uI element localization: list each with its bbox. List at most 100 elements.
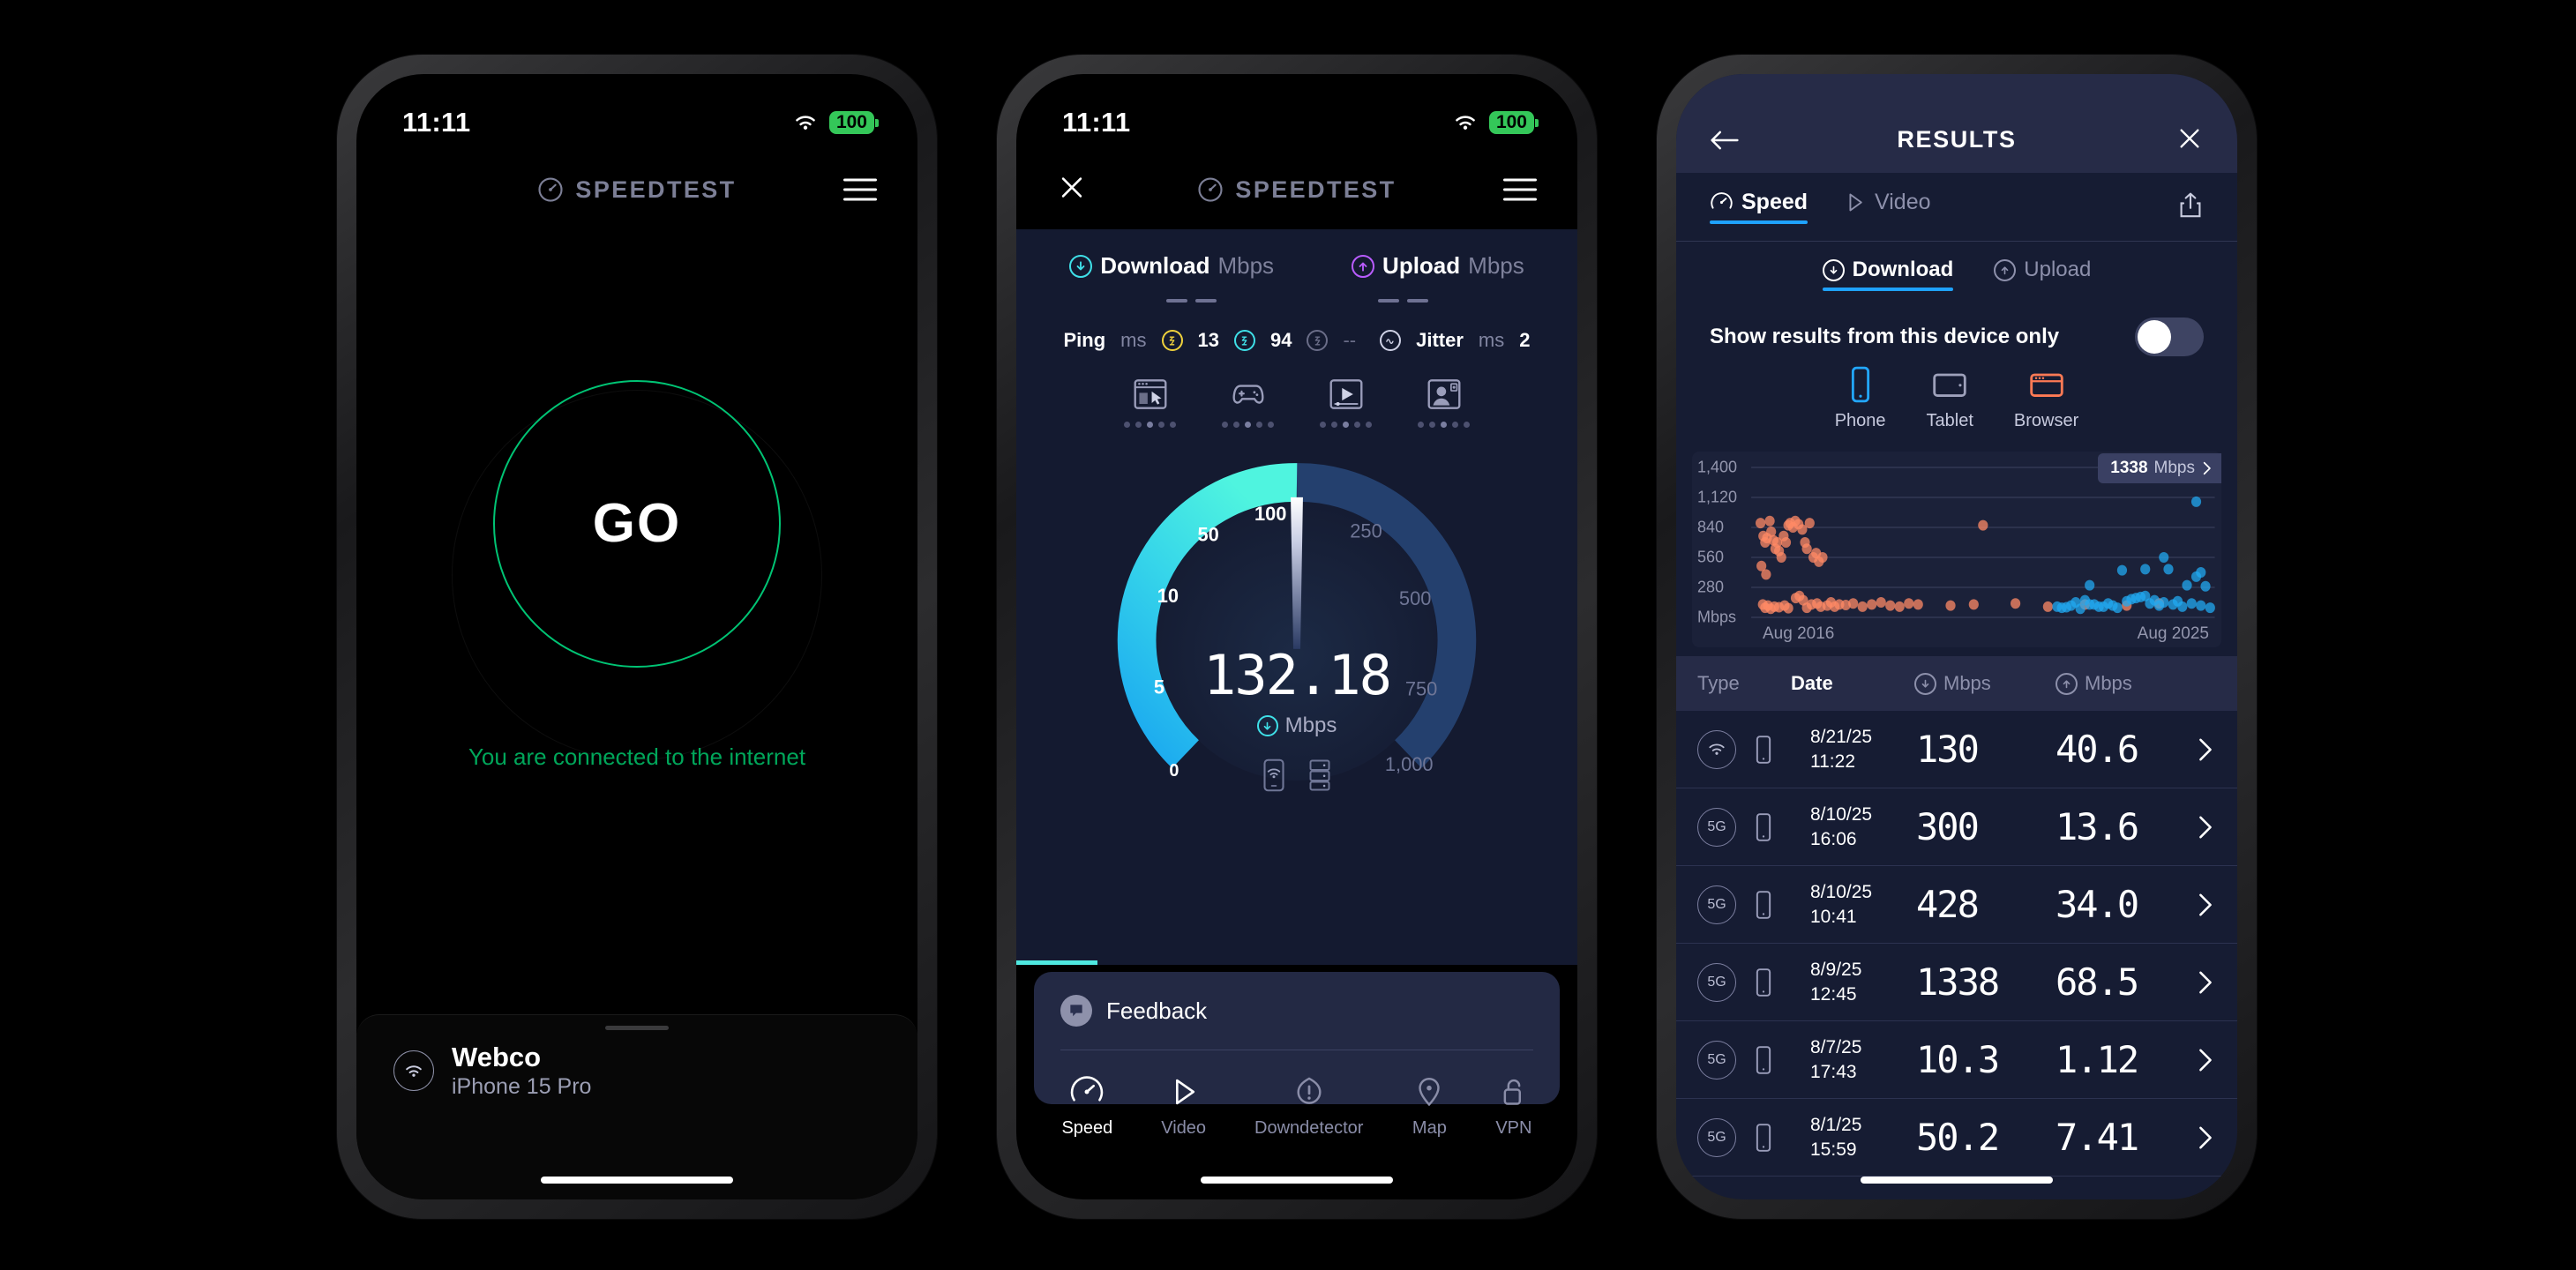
scatter-point: [2140, 564, 2151, 575]
tab-vpn[interactable]: VPN: [1495, 1074, 1531, 1139]
header-download[interactable]: Mbps: [1914, 672, 2056, 695]
tab-video[interactable]: Video: [1843, 190, 1931, 224]
play-icon: [1175, 1079, 1194, 1104]
header-upload-label: Mbps: [2085, 672, 2132, 694]
metric-tab-upload[interactable]: Upload: [1994, 258, 2091, 291]
table-row[interactable]: 5G 8/7/25 17:43 10.3 1.12: [1676, 1021, 2237, 1099]
download-arrow-icon: [1256, 715, 1278, 736]
device-type-browser[interactable]: Browser: [2014, 365, 2078, 431]
scatter-point: [1761, 569, 1771, 580]
sheet-grabber[interactable]: [605, 1026, 669, 1030]
metric-tab-download[interactable]: Download: [1822, 258, 1953, 291]
svg-text:500: 500: [1399, 587, 1431, 609]
scatter-point: [2089, 599, 2100, 610]
menu-button-2[interactable]: [1503, 178, 1537, 201]
row-chevron[interactable]: [2195, 737, 2237, 762]
device-filter-toggle[interactable]: [2135, 318, 2204, 356]
back-button[interactable]: [1710, 128, 1740, 157]
table-row[interactable]: 5G 8/1/25 15:59 50.2 7.41: [1676, 1099, 2237, 1177]
table-row[interactable]: 5G 8/10/25 16:06 300 13.6: [1676, 788, 2237, 866]
row-device-type: [1752, 967, 1810, 997]
battery-nub: [875, 118, 879, 127]
row-download: 1338: [1916, 960, 2000, 1004]
connection-path: [1016, 758, 1577, 793]
row-date: 8/10/25 16:06: [1810, 804, 1873, 849]
go-button[interactable]: GO: [493, 379, 781, 668]
row-chevron[interactable]: [2195, 893, 2237, 917]
go-area: GO You are connected to the internet: [356, 74, 917, 1199]
row-date: 8/9/25 12:45: [1810, 960, 1862, 1005]
tab-video[interactable]: Video: [1161, 1074, 1206, 1139]
chevron-right-icon[interactable]: [2197, 737, 2214, 762]
tab-label: VPN: [1495, 1117, 1532, 1138]
scatter-point: [2182, 579, 2192, 591]
row-chevron[interactable]: [2195, 970, 2237, 995]
chevron-right-icon[interactable]: [2197, 815, 2214, 840]
status-bar: 11:11 100: [356, 74, 917, 152]
download-value-placeholder: [1125, 299, 1257, 303]
chevron-right-icon[interactable]: [2197, 1048, 2214, 1072]
close-icon[interactable]: [2175, 124, 2204, 153]
feedback-card[interactable]: Feedback: [1034, 972, 1560, 1104]
battery-indicator: 100: [1488, 111, 1539, 134]
scatter-point: [1840, 600, 1851, 611]
row-date: 8/7/25 17:43: [1810, 1037, 1862, 1082]
scatter-point: [1885, 600, 1896, 611]
battery-nub: [1535, 118, 1539, 127]
scatter-point: [1776, 552, 1786, 563]
tab-speed[interactable]: Speed: [1710, 190, 1808, 224]
results-table-header: Type Date Mbps Mbps: [1676, 656, 2237, 711]
chevron-right-icon[interactable]: [2197, 970, 2214, 995]
share-button[interactable]: [2177, 190, 2204, 223]
table-row[interactable]: 5G 8/9/25 12:45 1338 68.5: [1676, 944, 2237, 1021]
server-icon: [1309, 759, 1330, 791]
table-row[interactable]: 5G 8/10/25 10:41 428 34.0: [1676, 866, 2237, 944]
row-chevron[interactable]: [2195, 815, 2237, 840]
hamburger-icon[interactable]: [843, 178, 877, 201]
close-button[interactable]: [2175, 124, 2204, 157]
chevron-right-icon[interactable]: [2197, 1125, 2214, 1150]
close-button[interactable]: [1057, 173, 1087, 207]
chart-max-value: 1338: [2110, 459, 2148, 477]
row-upload: 68.5: [2056, 960, 2139, 1004]
use-case-gaming: [1222, 375, 1274, 428]
svg-text:750: 750: [1405, 678, 1437, 700]
rating-dots: [1124, 422, 1176, 428]
device-type-tablet[interactable]: Tablet: [1927, 365, 1973, 431]
device-wifi-icon: [1263, 758, 1284, 792]
home-indicator: [541, 1177, 733, 1184]
table-row[interactable]: 5G: [1676, 1177, 2237, 1199]
header-upload[interactable]: Mbps: [2056, 672, 2197, 695]
isp-card[interactable]: Webco iPhone 15 Pro: [356, 1014, 917, 1199]
y-axis-tick: 840: [1697, 518, 1725, 536]
tab-label: Video: [1875, 190, 1931, 214]
x-axis-tick-start: Aug 2016: [1763, 624, 1835, 643]
share-icon[interactable]: [2177, 190, 2204, 219]
tab-downdetector[interactable]: Downdetector: [1254, 1074, 1363, 1139]
menu-button-1[interactable]: [843, 178, 877, 201]
close-icon[interactable]: [1057, 173, 1087, 203]
hamburger-icon[interactable]: [1503, 178, 1537, 201]
scatter-point: [1904, 598, 1914, 609]
status-time: 11:11: [1062, 107, 1131, 138]
scatter-point: [1780, 537, 1792, 548]
tab-map[interactable]: Map: [1412, 1074, 1447, 1139]
row-chevron[interactable]: [2195, 1048, 2237, 1072]
scatter-point: [2116, 564, 2128, 576]
chevron-right-icon[interactable]: [2197, 893, 2214, 917]
scatter-point: [1867, 599, 1877, 610]
row-device-type: [1752, 1123, 1810, 1153]
header-date: Date: [1791, 672, 1833, 694]
results-scatter-chart[interactable]: 1338 Mbps 280 560 840 1,120 1,400 Mbps Aug 201…: [1692, 452, 2221, 647]
svg-text:5: 5: [1154, 676, 1164, 698]
back-arrow-icon[interactable]: [1710, 128, 1740, 153]
device-type-phone[interactable]: Phone: [1835, 365, 1886, 431]
svg-text:100: 100: [1254, 503, 1286, 525]
row-upload: 7.41: [2056, 1116, 2139, 1159]
feedback-row[interactable]: Feedback: [1060, 995, 1533, 1027]
tab-speed[interactable]: Speed: [1061, 1074, 1112, 1139]
latency-download-icon: [1233, 330, 1255, 351]
row-chevron[interactable]: [2195, 1125, 2237, 1150]
table-row[interactable]: 8/21/25 11:22 130 40.6: [1676, 711, 2237, 788]
results-tabs: Speed Video: [1676, 173, 2237, 242]
